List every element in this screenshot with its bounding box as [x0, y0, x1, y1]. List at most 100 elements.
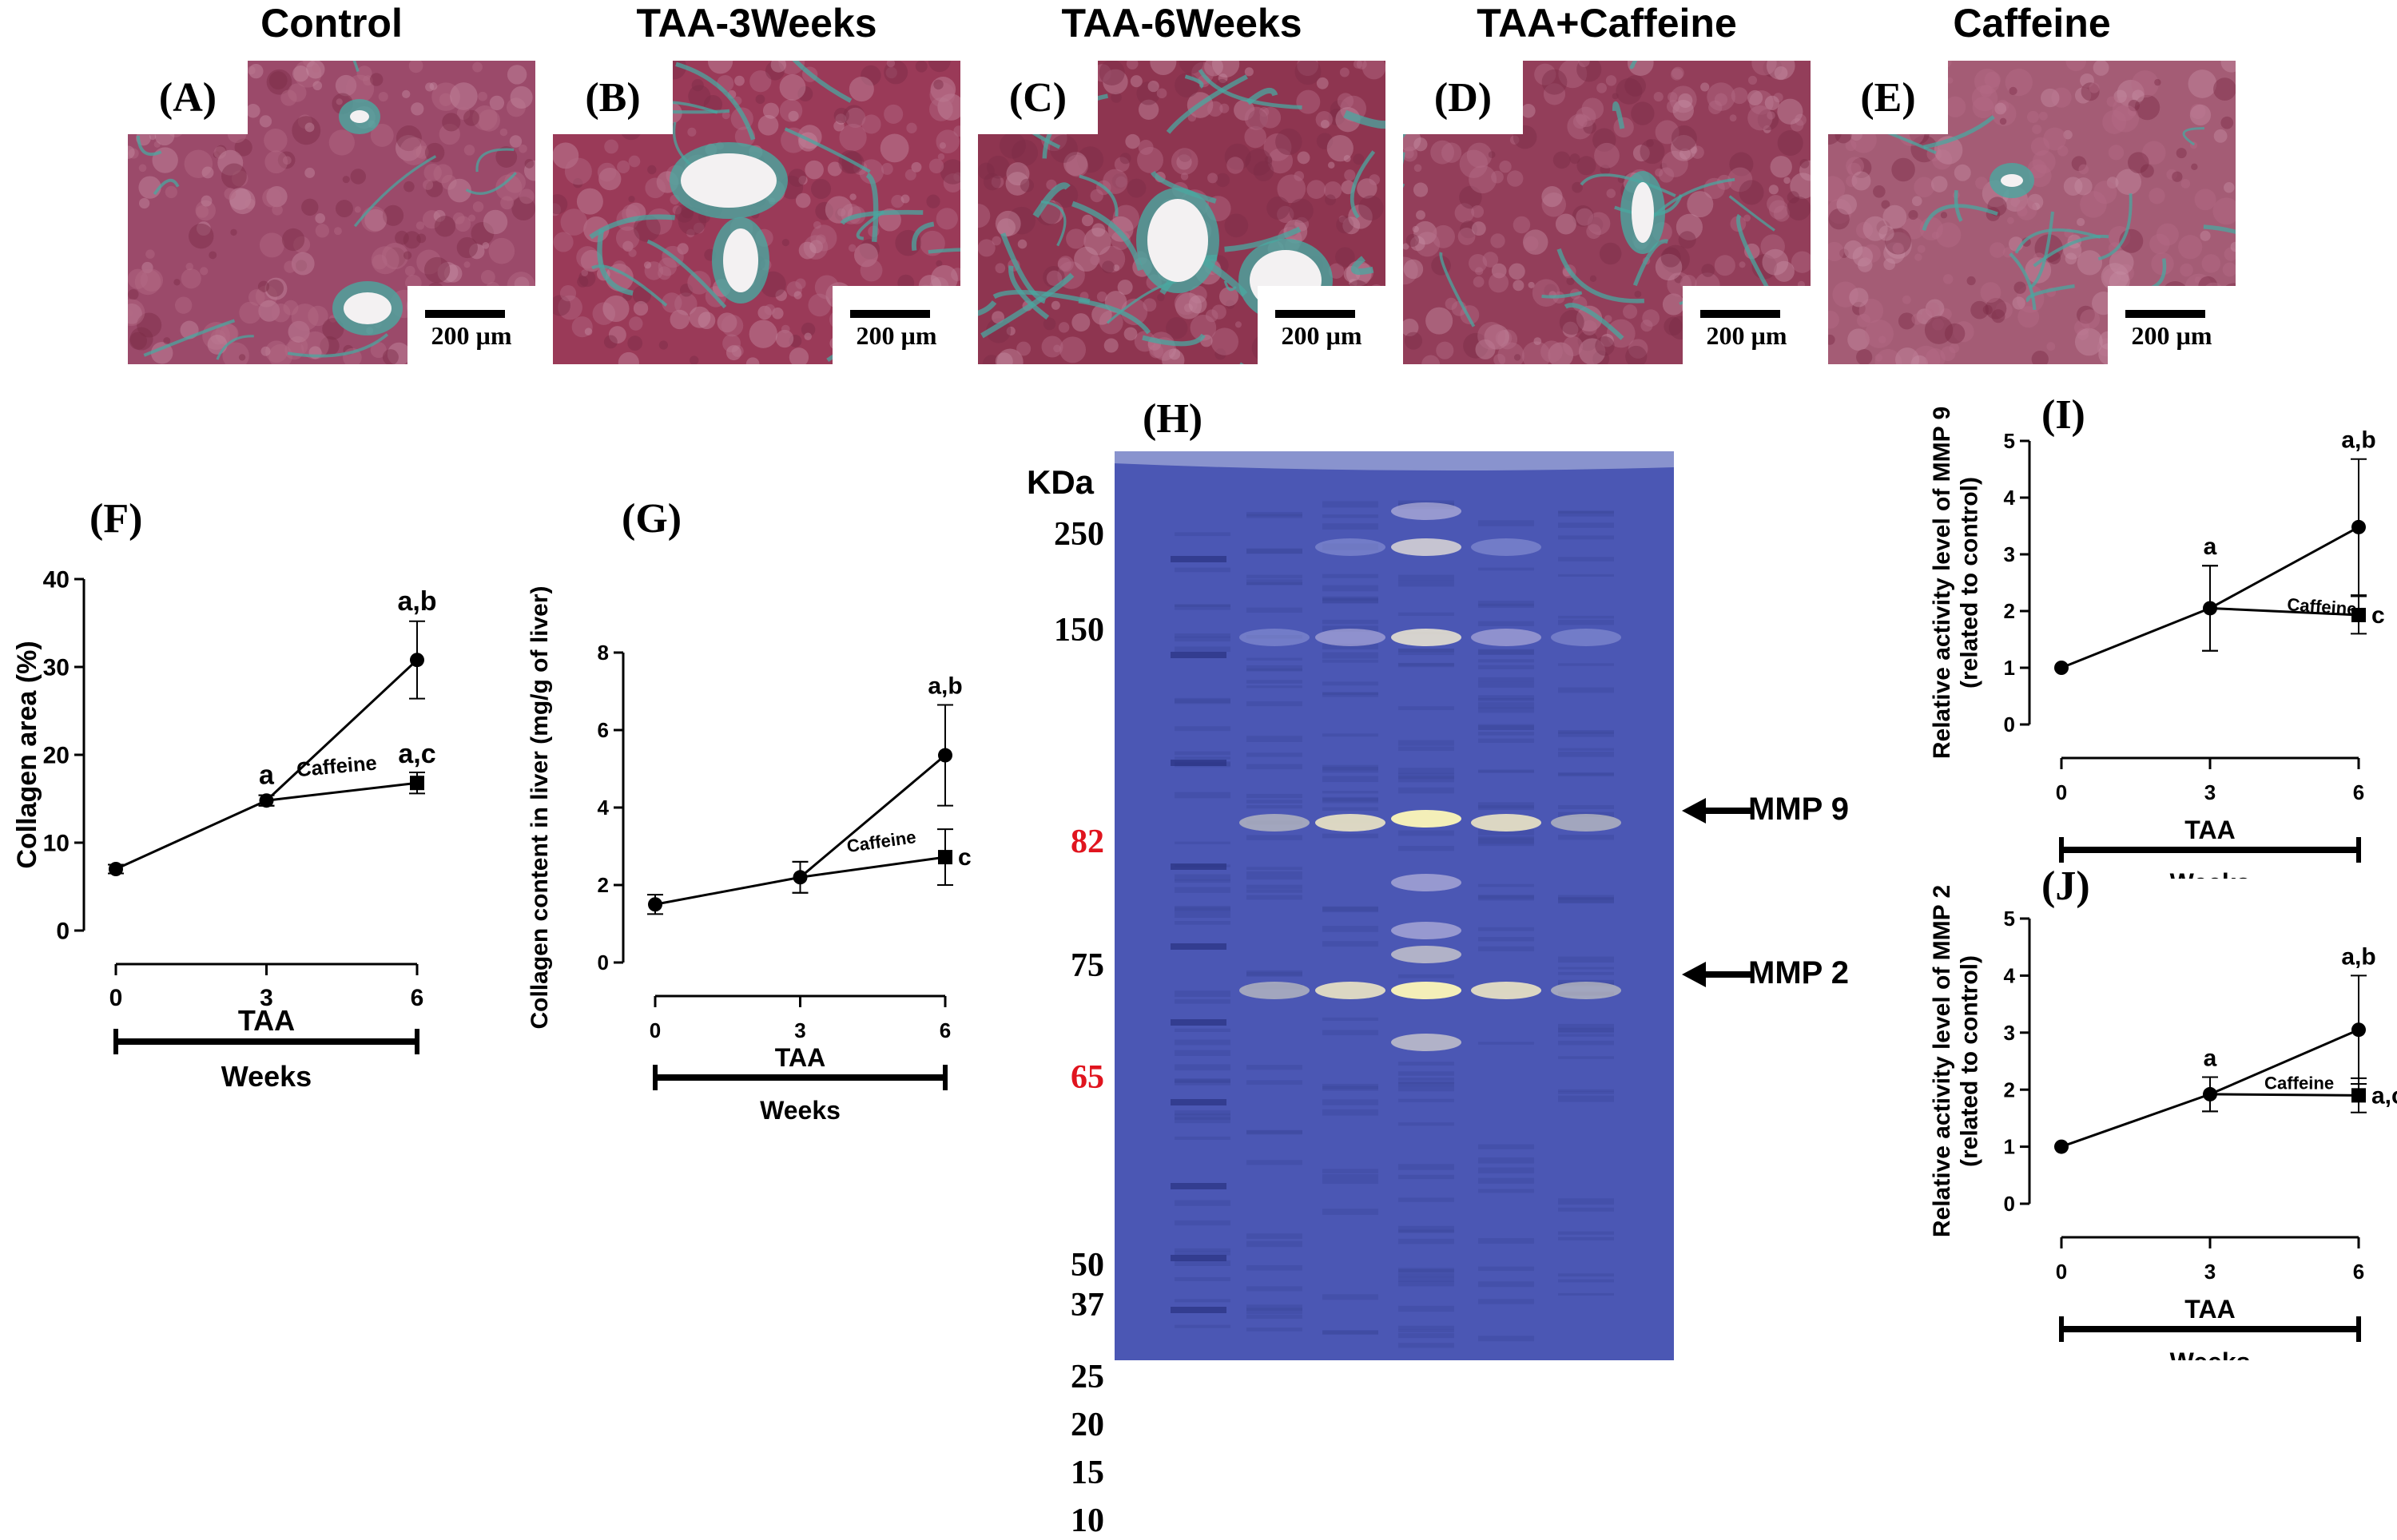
gel-smear	[1322, 1174, 1378, 1180]
tissue-cell	[334, 227, 342, 235]
significance-label: c	[2371, 602, 2385, 629]
tissue-cell	[936, 129, 960, 153]
tissue-cell	[472, 62, 483, 73]
tissue-cell	[692, 79, 704, 91]
gel-smear	[1398, 974, 1454, 978]
tissue-cell	[1404, 149, 1414, 159]
tissue-cell	[644, 261, 651, 268]
scale-label: 200 µm	[833, 321, 960, 351]
micrograph-title: Caffeine	[1828, 0, 2236, 46]
tissue-cell	[1000, 133, 1026, 159]
x-group-label: TAA	[2184, 1295, 2235, 1324]
gel-smear	[1398, 706, 1454, 710]
tissue-cell	[1473, 276, 1485, 288]
x-group-label: TAA	[775, 1043, 825, 1072]
tissue-cell	[2080, 309, 2100, 329]
tissue-cell	[149, 133, 156, 140]
tissue-cell	[128, 289, 138, 300]
tissue-cell	[1091, 189, 1103, 202]
gel-smear	[1322, 1099, 1378, 1105]
tissue-cell	[1245, 107, 1268, 130]
tissue-cell	[1911, 313, 1922, 324]
gel-smear	[1246, 685, 1302, 688]
gel-smear	[1558, 522, 1614, 527]
gel-smear	[1322, 907, 1378, 912]
gel-smear	[1398, 649, 1454, 653]
gel-smear	[1246, 1265, 1302, 1271]
tissue-cell	[1245, 149, 1272, 176]
gel-smear	[1175, 699, 1230, 703]
tissue-cell	[794, 291, 802, 299]
fibrosis-strand	[928, 250, 960, 252]
tissue-cell	[260, 115, 272, 127]
tissue-cell	[2109, 145, 2124, 160]
gel-smear	[1175, 792, 1230, 799]
tissue-cell	[1990, 242, 2005, 258]
tissue-cell	[2013, 296, 2025, 309]
tissue-cell	[565, 157, 592, 185]
tissue-cell	[627, 335, 642, 351]
panel-label-g: (G)	[622, 495, 682, 542]
tissue-cell	[1491, 171, 1504, 184]
tissue-cell	[284, 261, 296, 273]
tissue-cell	[1148, 81, 1159, 92]
panel-label-i: (I)	[2041, 391, 2085, 439]
y-axis-label: Collagen content in liver (mg/g of liver…	[527, 585, 553, 1029]
gel-smear	[1478, 698, 1534, 701]
gel-smear	[1322, 1294, 1378, 1300]
gel-smear	[1478, 621, 1534, 626]
tissue-cell	[1521, 104, 1536, 118]
gel-marker-label: 75	[1008, 947, 1104, 985]
tissue-cell	[2191, 164, 2197, 170]
tissue-cell	[1020, 179, 1034, 192]
tissue-cell	[1509, 264, 1525, 280]
gel-smear	[1558, 1237, 1614, 1240]
tissue-cell	[1991, 309, 2005, 323]
gel-smear	[1246, 680, 1302, 683]
gel-smear	[1398, 1086, 1454, 1091]
gel-smear	[1398, 846, 1454, 851]
vein-lumen	[350, 110, 369, 123]
gel-smear	[1246, 736, 1302, 742]
tissue-cell	[1800, 159, 1810, 169]
tissue-cell	[1640, 320, 1652, 331]
tissue-cell	[1298, 151, 1310, 164]
gel-smear	[1175, 887, 1230, 893]
gel-smear	[1322, 941, 1378, 947]
tissue-cell	[1778, 130, 1803, 156]
tissue-cell	[2075, 328, 2103, 356]
gel-band	[1551, 629, 1621, 646]
gel-smear	[1398, 1062, 1454, 1066]
tissue-cell	[1338, 93, 1354, 109]
gel-smear	[1246, 867, 1302, 870]
gel-smear	[1322, 1180, 1378, 1184]
arrow-head	[1682, 962, 1706, 987]
gel-smear	[1175, 532, 1230, 536]
tissue-cell	[1157, 294, 1165, 302]
tissue-cell	[1460, 149, 1488, 177]
data-point	[938, 748, 952, 763]
tissue-cell	[500, 196, 514, 209]
gel-smear	[1175, 752, 1230, 756]
tissue-cell	[2112, 105, 2139, 132]
tissue-cell	[343, 176, 350, 183]
significance-label: a	[2204, 1045, 2217, 1071]
gel-smear	[1175, 1220, 1230, 1225]
tissue-cell	[1762, 249, 1788, 276]
data-point-square	[2351, 1088, 2366, 1102]
tissue-cell	[2032, 125, 2041, 134]
gel-smear	[1246, 514, 1302, 518]
gel-smear	[1246, 800, 1302, 803]
tissue-cell	[1678, 93, 1692, 108]
gel-band	[1391, 874, 1461, 891]
tissue-cell	[2188, 69, 2217, 98]
tissue-cell	[1853, 246, 1873, 266]
tissue-cell	[370, 73, 383, 85]
tissue-cell	[2190, 105, 2211, 125]
tissue-cell	[659, 340, 668, 349]
gel-band	[1551, 982, 1621, 999]
ladder-band	[1171, 1183, 1226, 1189]
tissue-cell	[1082, 215, 1094, 227]
gel-smear	[1322, 808, 1378, 812]
series-line	[267, 783, 418, 800]
